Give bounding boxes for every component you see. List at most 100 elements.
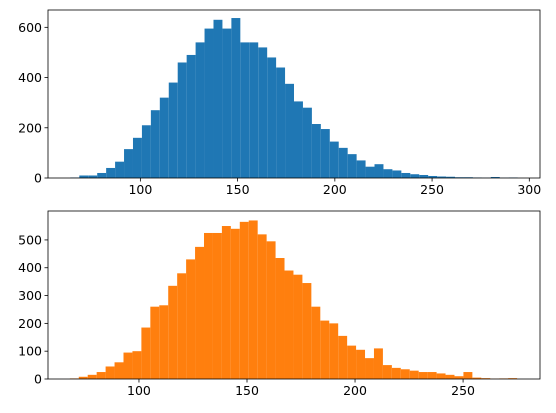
bar xyxy=(418,372,428,379)
bar xyxy=(365,358,374,379)
bar xyxy=(374,164,384,178)
axes-frame xyxy=(47,9,541,179)
bar xyxy=(141,125,151,178)
bar xyxy=(373,348,383,379)
bar xyxy=(267,57,277,178)
bar xyxy=(338,147,348,178)
bar xyxy=(87,374,97,379)
bar xyxy=(159,97,169,178)
bar xyxy=(168,82,178,178)
x-tick-label: 200 xyxy=(343,383,367,398)
bar xyxy=(400,369,410,379)
bar xyxy=(445,374,455,379)
bar xyxy=(392,170,402,178)
bar xyxy=(481,378,491,379)
bar xyxy=(302,107,312,178)
x-tick-label: 100 xyxy=(128,182,152,197)
x-tick-label: 100 xyxy=(127,383,151,398)
y-tick-label: 0 xyxy=(34,171,42,186)
x-tick-label: 300 xyxy=(517,182,541,197)
bar xyxy=(275,258,285,379)
bar xyxy=(437,176,447,178)
bar xyxy=(123,352,133,379)
bar xyxy=(230,228,240,379)
y-tick-label: 600 xyxy=(18,20,42,35)
bar xyxy=(347,345,357,379)
axes-frame xyxy=(47,210,541,380)
bar xyxy=(320,129,330,178)
bar xyxy=(212,232,222,379)
bar xyxy=(419,174,429,178)
bar xyxy=(428,175,438,178)
bar xyxy=(132,137,142,178)
y-tick-label: 300 xyxy=(18,288,42,303)
y-tick-label: 500 xyxy=(18,232,42,247)
bar xyxy=(248,220,258,379)
bar xyxy=(177,273,187,379)
bar xyxy=(124,149,133,178)
bar xyxy=(221,226,231,379)
bar xyxy=(240,42,250,178)
bar xyxy=(97,172,107,178)
bar xyxy=(132,351,142,379)
bar xyxy=(213,19,223,179)
bar xyxy=(356,160,366,178)
bar xyxy=(258,47,268,179)
bar xyxy=(382,365,392,379)
bar xyxy=(383,169,393,178)
bar xyxy=(114,362,124,379)
bar xyxy=(78,376,88,379)
bar xyxy=(79,175,89,178)
bar xyxy=(222,28,232,178)
bar xyxy=(195,246,205,379)
bar xyxy=(284,270,294,379)
bar xyxy=(472,377,482,379)
bar xyxy=(204,28,214,178)
bar xyxy=(150,110,160,178)
bar xyxy=(463,372,473,379)
bar xyxy=(195,42,205,178)
bar xyxy=(276,67,286,178)
bar xyxy=(159,305,169,379)
bar xyxy=(409,370,419,379)
y-tick-label: 100 xyxy=(18,344,42,359)
bar xyxy=(329,141,339,178)
bar xyxy=(177,62,187,178)
bar xyxy=(490,176,500,178)
y-tick-label: 400 xyxy=(18,260,42,275)
bar xyxy=(347,154,357,178)
bar xyxy=(105,366,115,379)
bar xyxy=(249,42,259,178)
bar xyxy=(266,241,276,379)
bar xyxy=(356,349,366,379)
bar xyxy=(436,373,446,379)
bar xyxy=(239,221,249,379)
bar xyxy=(329,323,339,379)
bar xyxy=(320,320,330,379)
y-tick-label: 0 xyxy=(34,372,42,387)
bar xyxy=(186,259,196,379)
bar xyxy=(231,18,241,179)
bar xyxy=(391,367,401,379)
bar xyxy=(106,167,116,178)
bar xyxy=(427,372,437,379)
x-tick-label: 200 xyxy=(323,182,347,197)
bar xyxy=(204,232,213,379)
bar xyxy=(293,274,303,379)
bar xyxy=(365,166,375,178)
bar xyxy=(115,161,125,178)
y-tick-label: 400 xyxy=(18,70,42,85)
y-tick-label: 200 xyxy=(18,120,42,135)
bar xyxy=(150,306,160,379)
bar xyxy=(88,175,98,178)
bar xyxy=(285,83,294,178)
bar xyxy=(168,285,178,379)
bar xyxy=(141,327,151,379)
bar xyxy=(257,234,267,379)
bar xyxy=(454,376,464,379)
bar xyxy=(446,176,456,178)
bar xyxy=(311,306,321,379)
bar xyxy=(410,174,420,178)
bar xyxy=(338,335,348,379)
